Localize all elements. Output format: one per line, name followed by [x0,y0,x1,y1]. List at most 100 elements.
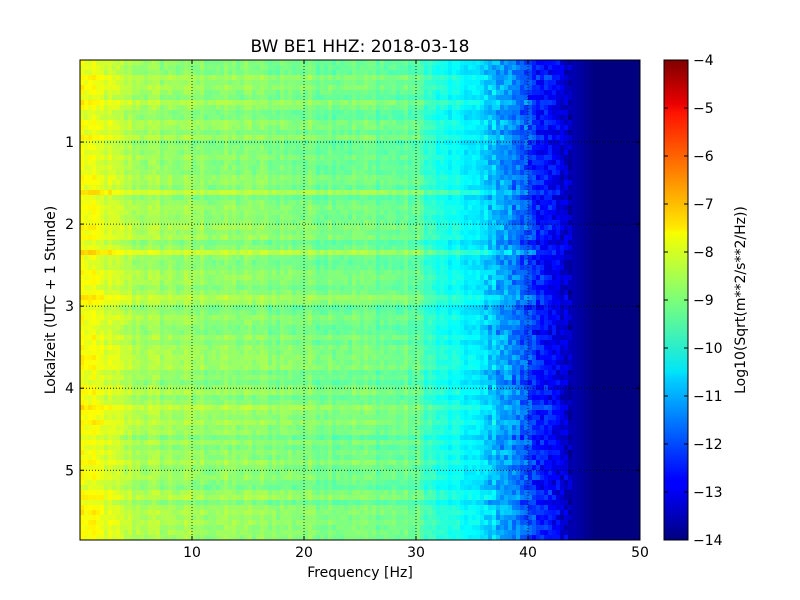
heatmap-cell [152,115,157,121]
heatmap-cell [584,130,589,136]
heatmap-cell [196,225,201,231]
heatmap-cell [184,200,189,206]
heatmap-cell [108,90,113,96]
heatmap-cell [484,105,489,111]
heatmap-cell [540,200,545,206]
heatmap-cell [480,150,485,156]
heatmap-cell [312,130,317,136]
heatmap-cell [480,195,485,201]
heatmap-cell [432,85,437,91]
heatmap-cell [280,200,285,206]
heatmap-cell [152,105,157,111]
heatmap-cell [188,155,193,161]
heatmap-cell [316,90,321,96]
heatmap-cell [564,65,569,71]
heatmap-cell [160,80,165,86]
heatmap-cell [108,165,113,171]
heatmap-cell [80,60,85,66]
heatmap-cell [84,225,89,231]
heatmap-cell [392,125,397,131]
heatmap-cell [292,195,297,201]
heatmap-cell [180,235,185,241]
heatmap-cell [304,145,309,151]
heatmap-cell [348,170,353,176]
heatmap-cell [164,115,169,121]
heatmap-cell [344,145,349,151]
heatmap-cell [544,195,549,201]
heatmap-cell [324,210,329,216]
heatmap-cell [516,220,521,226]
heatmap-cell [572,225,577,231]
heatmap-cell [312,95,317,101]
heatmap-cell [480,130,485,136]
heatmap-cell [252,185,257,191]
heatmap-cell [348,155,353,161]
heatmap-cell [336,75,341,81]
heatmap-cell [532,90,537,96]
heatmap-cell [484,65,489,71]
heatmap-cell [160,135,165,141]
heatmap-cell [140,155,145,161]
heatmap-cell [548,205,553,211]
heatmap-cell [312,210,317,216]
heatmap-cell [508,120,513,126]
heatmap-cell [164,145,169,151]
heatmap-cell [192,175,197,181]
heatmap-cell [588,70,593,76]
heatmap-cell [588,105,593,111]
heatmap-cell [388,195,393,201]
heatmap-cell [536,80,541,86]
heatmap-cell [232,145,237,151]
heatmap-cell [624,90,629,96]
heatmap-cell [564,110,569,116]
heatmap-cell [420,90,425,96]
heatmap-cell [468,215,473,221]
heatmap-cell [408,220,413,226]
heatmap-cell [436,220,441,226]
heatmap-cell [356,205,361,211]
heatmap-cell [588,90,593,96]
heatmap-cell [324,175,329,181]
heatmap-cell [124,100,129,106]
heatmap-cell [552,120,557,126]
heatmap-cell [348,120,353,126]
heatmap-cell [236,180,241,186]
heatmap-cell [564,130,569,136]
heatmap-cell [144,190,149,196]
heatmap-cell [264,220,269,226]
heatmap-cell [112,170,117,176]
heatmap-cell [592,155,597,161]
heatmap-cell [420,130,425,136]
heatmap-cell [244,205,249,211]
heatmap-cell [412,120,417,126]
heatmap-cell [128,205,133,211]
heatmap-cell [292,75,297,81]
heatmap-cell [284,110,289,116]
heatmap-cell [564,70,569,76]
heatmap-cell [92,195,97,201]
heatmap-cell [292,80,297,86]
heatmap-cell [352,165,357,171]
heatmap-cell [424,205,429,211]
heatmap-cell [488,80,493,86]
heatmap-cell [372,80,377,86]
heatmap-cell [300,85,305,91]
heatmap-cell [560,180,565,186]
heatmap-cell [440,150,445,156]
heatmap-cell [552,160,557,166]
heatmap-cell [184,100,189,106]
heatmap-cell [356,95,361,101]
heatmap-cell [184,170,189,176]
heatmap-cell [176,205,181,211]
heatmap-cell [424,185,429,191]
heatmap-cell [96,170,101,176]
heatmap-cell [500,80,505,86]
heatmap-cell [408,165,413,171]
heatmap-cell [460,170,465,176]
heatmap-cell [176,215,181,221]
heatmap-cell [148,195,153,201]
heatmap-cell [252,235,257,241]
heatmap-cell [568,135,573,141]
heatmap-cell [172,100,177,106]
heatmap-cell [160,110,165,116]
